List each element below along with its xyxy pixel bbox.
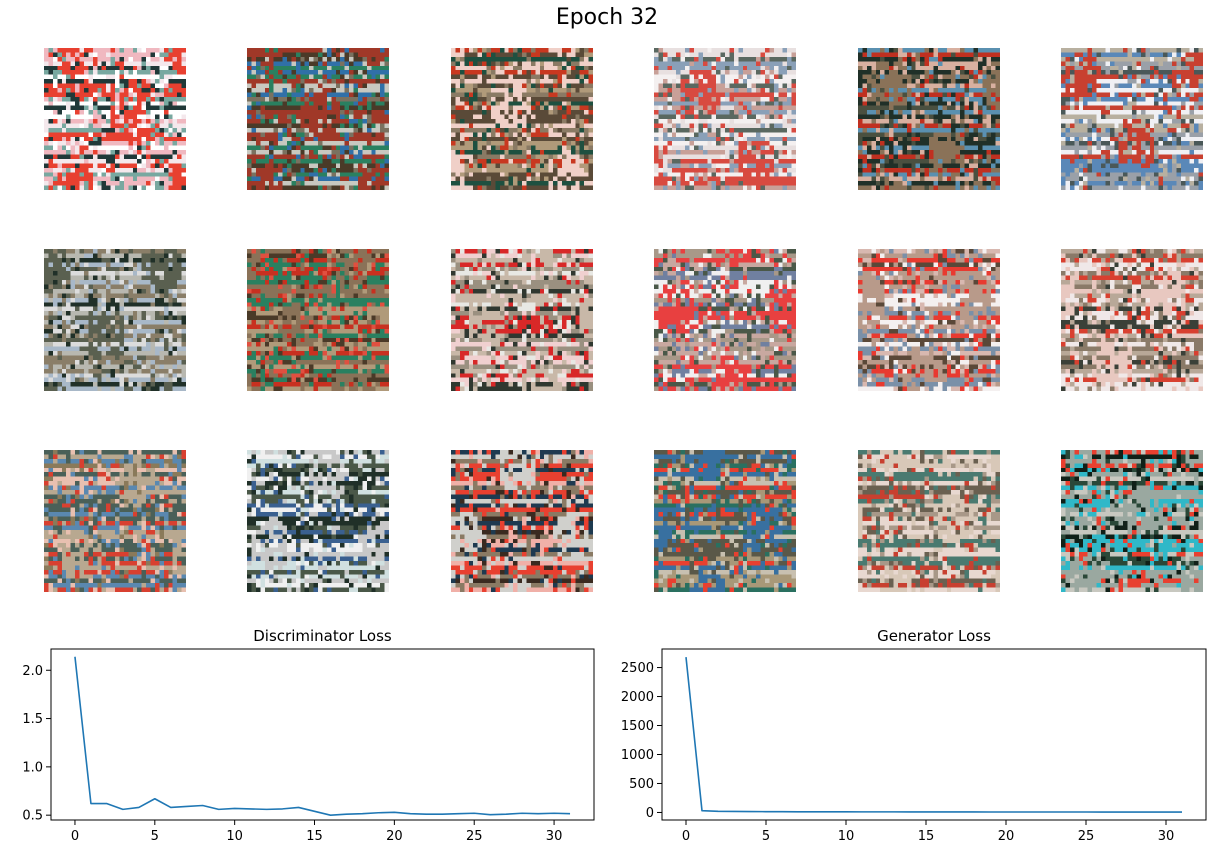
generated-sample-image	[247, 249, 389, 391]
generated-sample-image	[654, 48, 796, 190]
discriminator-loss-chart: Discriminator Loss 0 5 10 15 20 25 30 0.5 1.0 1.5 2…	[22, 627, 595, 844]
y-tick-label: 2.0	[22, 664, 43, 679]
x-tick-label: 25	[466, 829, 483, 844]
generator-loss-axes-frame	[661, 648, 1207, 821]
x-tick-label: 0	[71, 829, 79, 844]
x-tick-label: 5	[151, 829, 159, 844]
generated-sample-image	[247, 450, 389, 592]
generated-sample-image	[247, 48, 389, 190]
x-tick-label: 30	[546, 829, 563, 844]
generated-sample-image	[654, 249, 796, 391]
y-tick-label: 0	[646, 806, 654, 821]
generated-sample-image	[44, 450, 186, 592]
x-tick-label: 15	[306, 829, 323, 844]
generated-sample-image	[451, 249, 593, 391]
generated-sample-image	[44, 48, 186, 190]
y-tick-label: 1500	[621, 719, 654, 734]
x-tick-label: 20	[386, 829, 403, 844]
x-tick-label: 10	[838, 829, 855, 844]
y-tick-label: 2500	[621, 661, 654, 676]
figure-title: Epoch 32	[555, 5, 659, 30]
x-tick-label: 20	[998, 829, 1015, 844]
generated-sample-image	[858, 48, 1000, 190]
generated-sample-image	[1061, 450, 1203, 592]
x-tick-label: 5	[762, 829, 770, 844]
generated-sample-image	[654, 450, 796, 592]
generated-sample-image	[1061, 249, 1203, 391]
y-tick-label: 500	[629, 777, 654, 792]
discriminator-loss-axes-frame	[50, 648, 595, 821]
generated-sample-image	[858, 450, 1000, 592]
generated-sample-image	[44, 249, 186, 391]
x-tick-label: 30	[1158, 829, 1175, 844]
generated-sample-image	[451, 48, 593, 190]
x-tick-label: 10	[226, 829, 243, 844]
x-tick-label: 25	[1078, 829, 1095, 844]
y-tick-label: 1.0	[22, 760, 43, 775]
generator-loss-series-line	[685, 657, 1182, 813]
y-tick-label: 1.5	[22, 712, 43, 727]
discriminator-loss-series-line	[74, 656, 571, 816]
discriminator-loss-title: Discriminator Loss	[253, 627, 392, 645]
generator-loss-chart: Generator Loss 0 5 10 15 20 25 30 0 500 1000 1500 20…	[621, 627, 1207, 844]
y-tick-label: 2000	[621, 690, 654, 705]
generated-sample-image	[1061, 48, 1203, 190]
y-tick-label: 0.5	[22, 809, 43, 824]
generated-sample-image	[858, 249, 1000, 391]
y-tick-label: 1000	[621, 748, 654, 763]
x-tick-label: 15	[918, 829, 935, 844]
generator-loss-title: Generator Loss	[877, 627, 991, 645]
generated-sample-image	[451, 450, 593, 592]
x-tick-label: 0	[682, 829, 690, 844]
